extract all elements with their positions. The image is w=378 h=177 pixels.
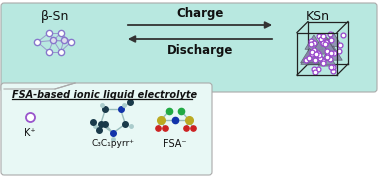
Polygon shape xyxy=(305,35,323,49)
Text: C₃C₁pyrr⁺: C₃C₁pyrr⁺ xyxy=(91,139,135,148)
Polygon shape xyxy=(318,52,336,66)
Text: Charge: Charge xyxy=(176,7,224,20)
Text: FSA-based ionic liquid electrolyte: FSA-based ionic liquid electrolyte xyxy=(12,90,197,100)
Polygon shape xyxy=(318,37,336,52)
Polygon shape xyxy=(301,50,319,64)
Polygon shape xyxy=(307,49,324,63)
Polygon shape xyxy=(311,40,329,54)
Polygon shape xyxy=(318,39,336,53)
Text: Discharge: Discharge xyxy=(167,44,233,57)
Polygon shape xyxy=(324,46,342,60)
FancyBboxPatch shape xyxy=(1,3,377,92)
Text: β-Sn: β-Sn xyxy=(41,10,69,23)
Polygon shape xyxy=(301,48,319,63)
Text: K⁺: K⁺ xyxy=(24,128,36,138)
Text: FSA⁻: FSA⁻ xyxy=(163,139,187,149)
FancyBboxPatch shape xyxy=(1,83,212,175)
Polygon shape xyxy=(324,32,342,46)
Text: KSn: KSn xyxy=(306,10,330,23)
